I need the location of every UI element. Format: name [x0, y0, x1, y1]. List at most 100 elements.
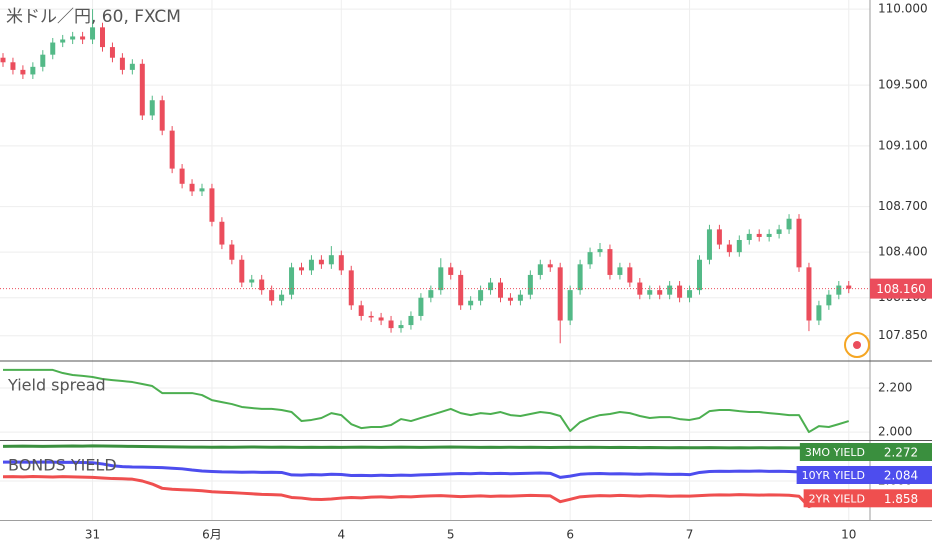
candle-body: [517, 294, 523, 301]
candle-body: [338, 255, 344, 271]
candle-body: [726, 244, 732, 253]
candle-body: [667, 285, 673, 295]
series-value-label: 1.858: [884, 492, 918, 506]
candle-body: [229, 244, 235, 260]
candle-body: [458, 274, 464, 306]
x-tick-label: 31: [85, 528, 100, 542]
last-price-label: 108.160: [876, 282, 926, 296]
candle-body: [647, 290, 653, 295]
candle-body: [199, 188, 205, 192]
legend-label: 3MO YIELD: [805, 446, 865, 459]
candle-body: [149, 100, 155, 116]
candle-body: [100, 27, 105, 48]
candle-body: [736, 240, 742, 253]
candle-body: [716, 229, 722, 245]
series-name-box: [799, 443, 870, 461]
pane-title: BONDS YIELD: [8, 456, 117, 475]
x-tick-label: 6: [566, 528, 574, 542]
candle-body: [90, 27, 96, 40]
candle-body: [80, 36, 86, 40]
candle-body: [697, 259, 702, 291]
candle-body: [806, 267, 812, 321]
series-value-box: [870, 466, 932, 484]
candle-body: [269, 290, 275, 301]
candle-body: [388, 320, 394, 329]
y-tick-label: 110.000: [878, 2, 928, 16]
series-value-box: [870, 489, 932, 508]
candle-body: [468, 300, 474, 306]
series-line: [2, 474, 849, 509]
candle-body: [706, 229, 712, 260]
candle-body: [50, 42, 56, 55]
candle-body: [607, 249, 613, 275]
labels-layer: 31 6月 4 5 6 7 10 110.000 109.500 109.100 108.700 10…: [6, 2, 932, 542]
candle-body: [478, 290, 484, 301]
candle-body: [119, 57, 125, 70]
y-tick-label: 107.850: [878, 328, 928, 342]
candle-body: [428, 290, 434, 298]
legend-label: 10YR YIELD: [802, 469, 865, 482]
candle-body: [179, 168, 185, 184]
candle-body: [826, 294, 832, 306]
candle-body: [299, 267, 304, 271]
series-line: [2, 444, 849, 450]
series-value-box: [870, 443, 932, 461]
candle-body: [378, 317, 384, 321]
candle-body: [448, 267, 454, 275]
candle-body: [498, 282, 503, 298]
y-tick-label: 109.100: [878, 138, 928, 152]
candle-body: [597, 249, 603, 253]
pane-title: Yield spread: [7, 376, 106, 395]
candle-body: [567, 290, 573, 321]
candle-body: [776, 229, 782, 234]
candle-body: [20, 69, 26, 75]
candle-body: [557, 267, 563, 321]
candle-body: [627, 267, 633, 283]
candle-body: [527, 274, 533, 295]
candle-body: [40, 54, 46, 67]
candle-body: [418, 297, 424, 316]
candle-body: [30, 66, 36, 75]
candle-body: [746, 233, 752, 240]
candle-body: [308, 259, 314, 271]
candle-body: [846, 285, 852, 289]
candle-body: [577, 264, 583, 291]
y-tick-label: 2.000: [878, 425, 912, 439]
candle-body: [786, 218, 792, 230]
candle-body: [488, 282, 494, 291]
candle-body: [796, 218, 802, 268]
candle-body: [328, 255, 334, 265]
candle-body: [318, 259, 324, 265]
candle-body: [129, 63, 135, 70]
last-price-box: [870, 278, 932, 299]
y-tick-label: 108.400: [878, 245, 928, 259]
candle-body: [587, 252, 593, 265]
candle-body: [70, 36, 76, 40]
candle-body: [209, 188, 215, 222]
candle-body: [139, 63, 145, 116]
candle-body: [438, 267, 444, 291]
candle-body: [766, 233, 772, 237]
x-tick-label: 4: [337, 528, 345, 542]
candle-body: [348, 270, 354, 306]
candle-body: [109, 47, 115, 58]
candle-body: [507, 297, 513, 301]
candle-body: [60, 39, 66, 43]
candle-body: [279, 294, 285, 301]
candle-body: [836, 285, 842, 295]
candle-body: [677, 285, 683, 298]
y-tick-label: 108.700: [878, 199, 928, 213]
alert-icon-dot: [853, 341, 861, 349]
candle-body: [816, 305, 822, 321]
y-tick-label: 109.500: [878, 78, 928, 92]
candle-body: [0, 57, 6, 63]
candle-body: [219, 221, 225, 245]
candle-body: [189, 183, 195, 192]
candle-body: [657, 290, 663, 295]
series-value-label: 2.272: [884, 446, 918, 460]
series-line: [3, 368, 850, 434]
candle-body: [10, 62, 16, 70]
candle-body: [159, 100, 165, 131]
